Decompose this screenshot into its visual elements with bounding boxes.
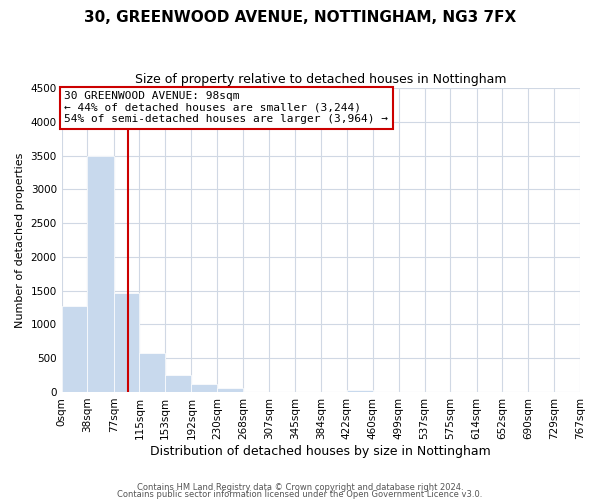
Text: 30 GREENWOOD AVENUE: 98sqm
← 44% of detached houses are smaller (3,244)
54% of s: 30 GREENWOOD AVENUE: 98sqm ← 44% of deta… bbox=[64, 91, 388, 124]
Text: 30, GREENWOOD AVENUE, NOTTINGHAM, NG3 7FX: 30, GREENWOOD AVENUE, NOTTINGHAM, NG3 7F… bbox=[84, 10, 516, 25]
Bar bbox=[62, 306, 88, 392]
Title: Size of property relative to detached houses in Nottingham: Size of property relative to detached ho… bbox=[135, 72, 506, 86]
Bar bbox=[191, 384, 217, 392]
X-axis label: Distribution of detached houses by size in Nottingham: Distribution of detached houses by size … bbox=[151, 444, 491, 458]
Text: Contains public sector information licensed under the Open Government Licence v3: Contains public sector information licen… bbox=[118, 490, 482, 499]
Bar bbox=[347, 390, 373, 392]
Y-axis label: Number of detached properties: Number of detached properties bbox=[15, 152, 25, 328]
Bar bbox=[139, 353, 165, 392]
Text: Contains HM Land Registry data © Crown copyright and database right 2024.: Contains HM Land Registry data © Crown c… bbox=[137, 484, 463, 492]
Bar bbox=[88, 156, 114, 392]
Bar bbox=[114, 292, 139, 392]
Bar bbox=[217, 388, 243, 392]
Bar bbox=[165, 376, 191, 392]
